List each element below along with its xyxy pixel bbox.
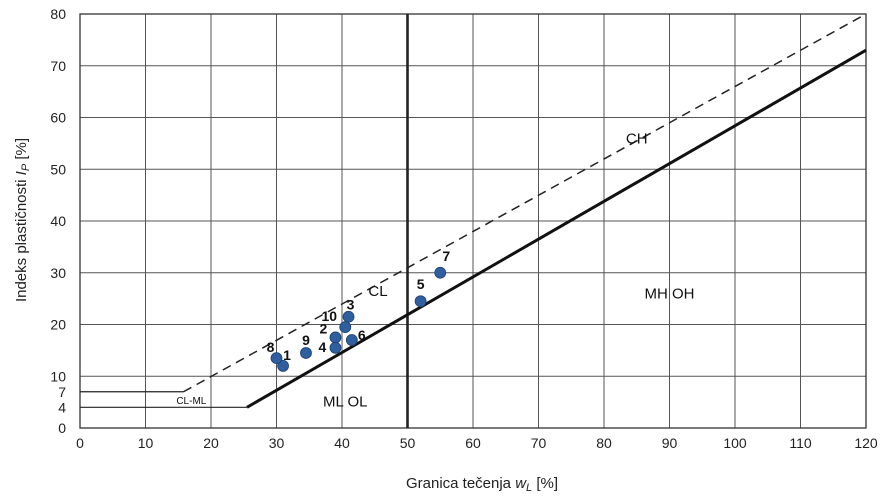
x-tick-label: 10 (138, 435, 154, 451)
zone-label-ch: CH (626, 130, 648, 147)
classification-lines (80, 13, 867, 428)
data-point-9 (300, 347, 312, 359)
y-tick-label: 4 (58, 399, 66, 415)
y-tick-label: 30 (50, 265, 66, 281)
x-tick-label: 120 (854, 435, 878, 451)
x-tick-label: 70 (531, 435, 547, 451)
data-point-1 (277, 359, 289, 372)
point-label-5: 5 (417, 276, 425, 292)
y-tick-label: 70 (50, 58, 66, 74)
x-tick-label: 90 (662, 435, 678, 451)
data-point-3 (342, 310, 355, 323)
point-label-1: 1 (283, 347, 291, 363)
zone-label-cl: CL (368, 283, 387, 300)
point-label-8: 8 (267, 339, 275, 355)
data-points: 1 2 3 4 5 6 7 8 9 10 (267, 248, 450, 372)
y-tick-label: 60 (50, 110, 66, 126)
x-axis-title: Granica tečenja wL [%] (406, 475, 558, 494)
data-point-6 (345, 334, 358, 346)
y-tick-label: 10 (50, 368, 66, 384)
point-label-7: 7 (442, 248, 450, 264)
zone-labels: CH CL MH OH ML OL CL-ML (176, 130, 694, 410)
y-tick-label: 50 (50, 161, 66, 177)
zone-label-mh-oh: MH OH (645, 286, 695, 303)
y-tick-label: 40 (50, 213, 66, 229)
data-point-2 (329, 331, 342, 344)
y-tick-label: 7 (58, 384, 66, 400)
y-tick-label: 80 (50, 6, 66, 22)
data-point-10 (339, 321, 352, 333)
axis-ticks: 0 10 20 30 40 50 60 70 80 90 100 110 120047102030405… (50, 6, 877, 451)
a-line (246, 48, 867, 409)
data-point-4 (329, 341, 342, 354)
point-label-9: 9 (302, 332, 310, 348)
x-tick-label: 60 (465, 435, 481, 451)
x-tick-label: 110 (789, 435, 812, 451)
y-tick-label: 0 (58, 420, 66, 436)
point-label-4: 4 (319, 339, 327, 355)
point-label-10: 10 (321, 308, 337, 324)
zone-label-ml-ol: ML OL (323, 393, 367, 410)
x-tick-label: 0 (76, 435, 84, 451)
y-tick-label: 20 (50, 317, 66, 333)
x-tick-label: 30 (269, 435, 285, 451)
data-point-8 (270, 352, 283, 365)
point-label-2: 2 (320, 320, 328, 336)
zone-label-cl-ml: CL-ML (176, 396, 206, 407)
x-tick-label: 20 (203, 435, 219, 451)
x-tick-label: 100 (723, 435, 747, 451)
point-label-6: 6 (358, 327, 366, 343)
grid (79, 13, 867, 429)
point-label-3: 3 (347, 297, 355, 313)
y-axis-title: Indeks plastičnosti IP [%] (13, 138, 32, 302)
data-point-5 (414, 295, 427, 308)
x-tick-label: 50 (400, 435, 416, 451)
plot-frame (79, 13, 867, 429)
x-tick-label: 40 (334, 435, 350, 451)
u-line (183, 13, 867, 393)
data-point-7 (434, 266, 447, 279)
x-tick-label: 80 (596, 435, 612, 451)
